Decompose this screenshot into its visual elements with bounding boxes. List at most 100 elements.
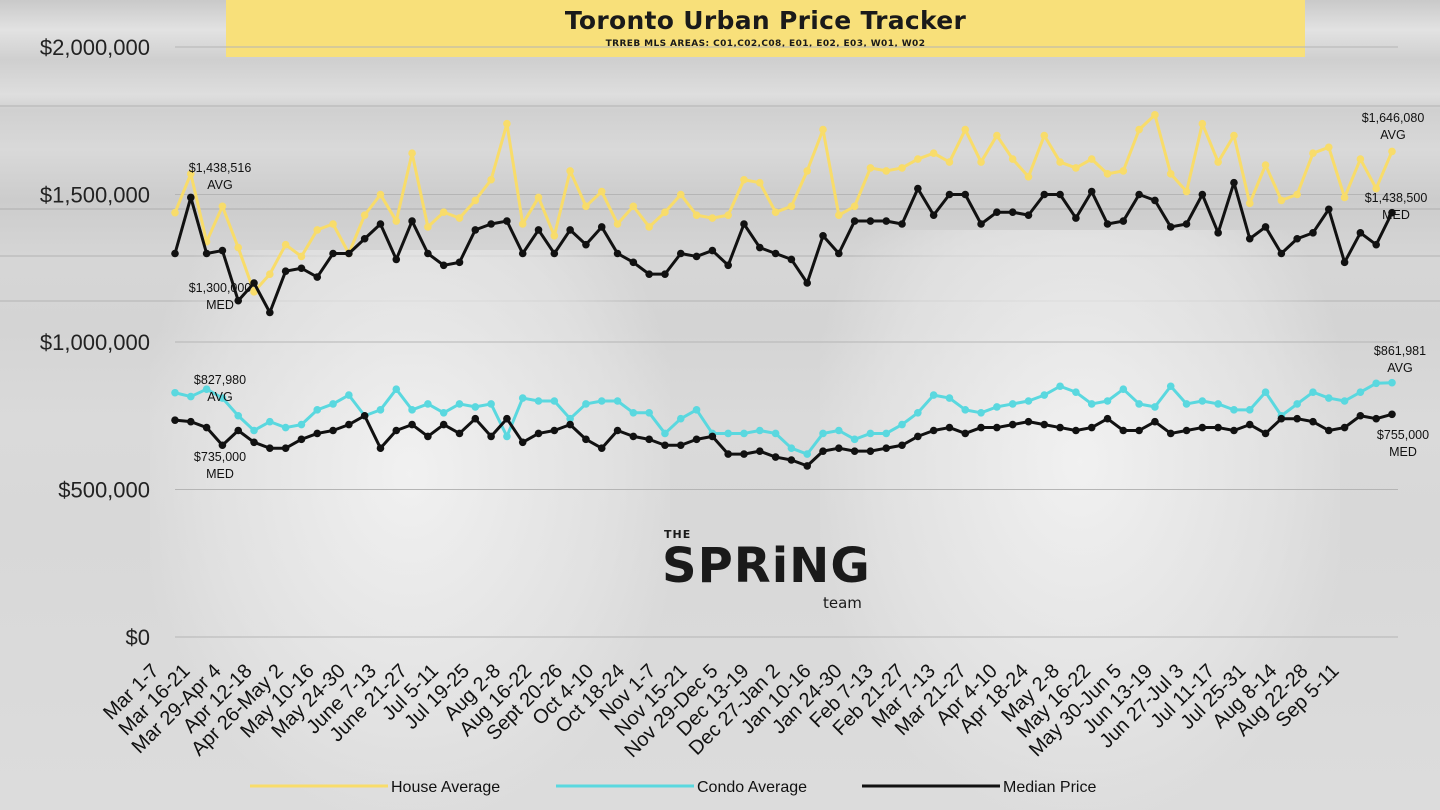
annotation-value: $1,438,516 — [189, 161, 252, 175]
annotation-value: $1,300,000 — [189, 281, 252, 295]
condo-median-point — [661, 441, 669, 450]
median-price-point — [914, 184, 922, 193]
condo-average-point — [1198, 397, 1207, 405]
median-price-line — [173, 181, 1394, 314]
house-average-point — [692, 211, 701, 219]
condo-median-point — [597, 444, 606, 453]
median-price-point — [503, 217, 511, 225]
median-price-point — [408, 217, 416, 225]
wood-texture — [0, 105, 1440, 107]
house-average-point — [1261, 161, 1270, 169]
house-average-point — [518, 220, 527, 228]
condo-median-point — [882, 444, 891, 453]
median-price-point — [629, 258, 638, 267]
condo-average-point — [1008, 400, 1017, 408]
house-average-point — [1087, 155, 1096, 163]
annotation-label: MED — [1382, 208, 1410, 222]
condo-average-point — [1309, 388, 1317, 396]
median-price-point — [550, 249, 559, 258]
condo-median-point — [1198, 423, 1207, 432]
condo-average-point — [993, 403, 1001, 411]
condo-average-point — [755, 426, 764, 435]
house-average-point — [1293, 190, 1301, 199]
condo-median-point — [171, 416, 179, 424]
median-price-point — [1277, 249, 1286, 258]
condo-median-point — [1245, 420, 1254, 429]
annotation-label: MED — [206, 467, 234, 481]
median-price-point — [645, 270, 653, 278]
condo-median-point — [234, 426, 243, 435]
median-price-point — [1372, 240, 1380, 249]
house-average-point — [534, 193, 543, 202]
house-average-point — [218, 202, 227, 211]
condo-median-point — [439, 420, 448, 429]
condo-median-point — [408, 420, 416, 429]
condo-median-point — [645, 435, 653, 444]
house-average-point — [1166, 170, 1175, 178]
median-price-point — [1245, 234, 1254, 243]
house-average-point — [914, 155, 922, 163]
condo-average-point — [1245, 406, 1254, 414]
house-average-point — [1182, 187, 1191, 196]
median-price-point — [1261, 223, 1270, 231]
condo-average-point — [218, 394, 227, 402]
condo-average-point — [1135, 400, 1143, 408]
house-average-point — [1056, 158, 1064, 166]
condo-average-point — [250, 426, 258, 435]
condo-average-point — [408, 406, 416, 414]
median-price-point — [755, 243, 764, 252]
annotation-value: $861,981 — [1374, 344, 1426, 358]
condo-median-point — [313, 429, 322, 438]
condo-median-point — [1119, 426, 1128, 435]
condo-average-point — [929, 391, 938, 399]
median-price-point — [171, 249, 179, 258]
median-price-point — [866, 217, 875, 225]
condo-median-point — [977, 423, 985, 432]
condo-average-point — [692, 406, 701, 414]
median-price-point — [929, 211, 938, 219]
condo-median-point — [1056, 423, 1064, 432]
condo-average-point — [835, 426, 843, 435]
condo-average-point — [471, 403, 480, 411]
median-price-point — [1166, 223, 1175, 231]
annotation-label: AVG — [1387, 361, 1412, 375]
condo-median-point — [582, 435, 590, 444]
condo-average-point — [771, 429, 780, 438]
median-price-point — [266, 308, 274, 317]
condo-average-point — [1024, 397, 1033, 405]
condo-median-point — [297, 435, 306, 444]
condo-average-point — [1056, 382, 1064, 391]
condo-average-point — [439, 409, 448, 417]
condo-median-point — [329, 426, 337, 435]
house-average-point — [1214, 158, 1222, 166]
house-average-point — [961, 125, 970, 134]
annotation-label: MED — [1389, 445, 1417, 459]
median-price-point — [518, 249, 527, 258]
median-price-point — [345, 249, 353, 258]
median-price-point — [392, 255, 401, 264]
condo-average-point — [313, 406, 322, 414]
house-average-point — [755, 178, 764, 187]
condo-median-point — [803, 462, 812, 470]
condo-average-point — [187, 392, 195, 401]
condo-average-point — [566, 414, 574, 423]
median-price-point — [455, 258, 464, 267]
median-price-point — [187, 193, 195, 202]
house-average-point — [329, 220, 337, 228]
condo-median-point — [819, 447, 827, 455]
y-tick-label: $0 — [126, 625, 150, 650]
spring-team-logo: THE SPRiNG team — [650, 528, 890, 618]
condo-average-point — [914, 409, 922, 417]
condo-average-point — [1103, 397, 1112, 405]
house-average-point — [471, 196, 480, 205]
median-price-point — [1072, 214, 1080, 222]
median-price-point — [993, 208, 1001, 216]
median-price-point — [819, 232, 827, 240]
house-average-point — [740, 175, 748, 184]
house-average-point — [629, 202, 638, 211]
condo-median-point — [787, 456, 796, 464]
chart-title: Toronto Urban Price Tracker — [564, 6, 967, 35]
condo-average-point — [503, 432, 511, 441]
condo-median-point — [1277, 414, 1286, 423]
